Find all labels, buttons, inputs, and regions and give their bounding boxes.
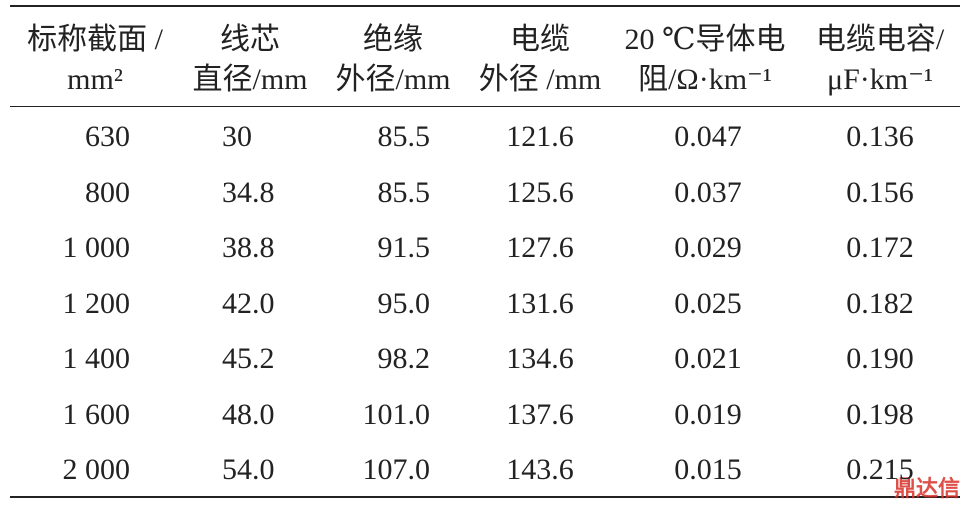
header-cell: 外径 /mm xyxy=(478,63,602,96)
header-cell: 线芯 xyxy=(220,23,280,56)
header-cell: 阻/Ω·km⁻¹ xyxy=(638,63,772,96)
header-cell: 电缆 xyxy=(510,23,570,56)
table-cell: 95.0 xyxy=(377,286,431,320)
table-cell: 0.182 xyxy=(846,286,914,320)
top-rule xyxy=(10,5,960,7)
header-cell: 外径/mm xyxy=(335,63,451,96)
table-cell: 131.6 xyxy=(506,286,574,320)
header-cell: 标称截面 / xyxy=(27,23,163,56)
header-cell: 直径/mm xyxy=(192,63,308,96)
table-cell: 0.215 xyxy=(846,453,914,486)
table-cell: 45.2 xyxy=(222,342,275,375)
table-cell: 630 xyxy=(85,120,130,153)
table-cell: 0.172 xyxy=(846,231,914,264)
table-cell: 91.5 xyxy=(377,231,431,264)
header-cell: 20 ℃导体电 xyxy=(624,23,786,56)
table-cell: 0.019 xyxy=(674,397,742,431)
table-cell: 0.021 xyxy=(674,342,742,375)
table-cell: 0.198 xyxy=(846,397,914,431)
table-cell: 0.190 xyxy=(846,342,914,375)
table-cell: 42.0 xyxy=(222,286,275,320)
table-cell: 800 xyxy=(85,175,130,209)
table-cell: 1 200 xyxy=(62,286,131,320)
table-cell: 107.0 xyxy=(362,453,431,486)
table-cell: 137.6 xyxy=(506,397,574,431)
table-cell: 85.5 xyxy=(377,175,431,209)
table-cell: 127.6 xyxy=(506,231,574,264)
table-cell: 85.5 xyxy=(377,120,431,153)
table-cell: 0.015 xyxy=(674,453,742,486)
header-rule xyxy=(10,106,960,107)
table-cell: 0.037 xyxy=(674,175,742,209)
table-cell: 0.047 xyxy=(674,120,742,153)
table-cell: 34.8 xyxy=(222,175,275,209)
header-cell: μF·km⁻¹ xyxy=(827,63,933,96)
table-cell: 0.156 xyxy=(846,175,914,209)
header-cell: mm² xyxy=(67,63,123,96)
table-cell: 125.6 xyxy=(506,175,574,209)
header-cell: 绝缘 xyxy=(363,23,423,56)
table-cell: 38.8 xyxy=(222,231,275,264)
header-cell: 电缆电容/ xyxy=(815,23,945,56)
table-cell: 0.029 xyxy=(674,231,742,264)
table-cell: 30 xyxy=(222,120,252,153)
table-cell: 1 000 xyxy=(62,231,131,264)
table-cell: 0.136 xyxy=(846,120,914,153)
table-cell: 1 600 xyxy=(62,397,131,431)
table-cell: 101.0 xyxy=(362,397,431,431)
table-cell: 54.0 xyxy=(222,453,275,486)
bottom-rule xyxy=(10,496,960,498)
table-cell: 0.025 xyxy=(674,286,742,320)
table-cell: 48.0 xyxy=(222,397,275,431)
table-cell: 1 400 xyxy=(62,342,131,375)
table-cell: 121.6 xyxy=(506,120,574,153)
table-cell: 2 000 xyxy=(62,453,131,486)
table-cell: 134.6 xyxy=(506,342,574,375)
table-cell: 143.6 xyxy=(506,453,574,486)
watermark: 鼎达信 xyxy=(893,477,960,502)
table-cell: 98.2 xyxy=(377,342,431,375)
